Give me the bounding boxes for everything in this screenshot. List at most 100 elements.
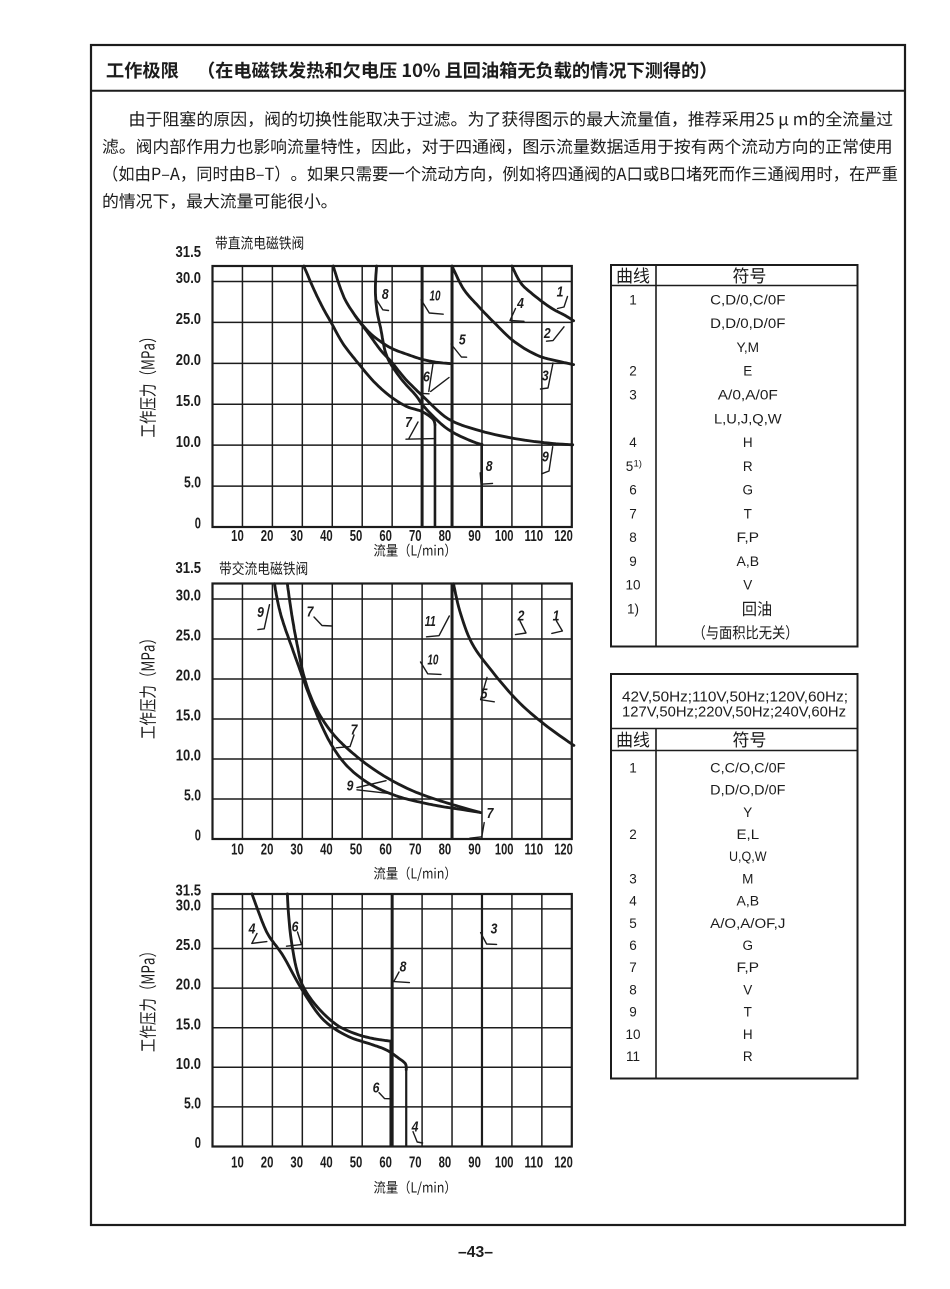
svg-text:8: 8 [629,982,637,997]
svg-text:9: 9 [629,1005,637,1020]
svg-text:60: 60 [379,528,392,545]
svg-text:–43–: –43– [458,1244,493,1261]
svg-text:C,D/0,C/0F: C,D/0,C/0F [710,292,785,307]
svg-text:6: 6 [629,483,637,498]
svg-text:90: 90 [468,1155,481,1172]
svg-text:U,Q,W: U,Q,W [729,849,767,864]
svg-text:5: 5 [459,331,466,348]
svg-text:A/O,A/OF,J: A/O,A/OF,J [710,916,785,931]
svg-text:120: 120 [554,1155,573,1172]
svg-text:100: 100 [495,1155,514,1172]
svg-text:7: 7 [351,721,358,738]
svg-text:R: R [743,459,753,474]
svg-text:A,B: A,B [737,894,760,909]
svg-text:C,C/O,C/0F: C,C/O,C/0F [710,760,785,775]
svg-text:30.0: 30.0 [176,588,201,605]
svg-text:70: 70 [409,1155,422,1172]
svg-text:4: 4 [629,435,637,450]
svg-text:5: 5 [626,459,634,474]
svg-text:120: 120 [554,842,573,859]
svg-text:20: 20 [261,842,274,859]
svg-text:M: M [742,871,753,886]
svg-text:7: 7 [629,506,637,521]
svg-text:100: 100 [495,528,514,545]
svg-text:T: T [744,506,752,521]
svg-text:110: 110 [525,1155,544,1172]
svg-text:90: 90 [468,528,481,545]
svg-text:30.0: 30.0 [176,898,201,915]
svg-text:60: 60 [379,842,392,859]
svg-text:11: 11 [425,613,436,630]
svg-text:11: 11 [626,1049,640,1064]
svg-text:5: 5 [629,916,637,931]
svg-text:25.0: 25.0 [176,311,201,328]
svg-text:E,L: E,L [737,827,760,842]
svg-text:10: 10 [231,528,244,545]
svg-text:3: 3 [629,387,637,402]
svg-text:90: 90 [468,842,481,859]
svg-text:9: 9 [347,777,354,794]
svg-text:6: 6 [373,1079,380,1096]
svg-text:50: 50 [350,528,363,545]
svg-text:1: 1 [629,292,637,307]
svg-text:10.0: 10.0 [176,1056,201,1073]
svg-text:20: 20 [261,528,274,545]
svg-text:31.5: 31.5 [176,244,202,261]
svg-text:50: 50 [350,842,363,859]
svg-text:20: 20 [261,1155,274,1172]
svg-text:20.0: 20.0 [176,977,201,994]
svg-text:5.0: 5.0 [184,788,201,805]
svg-text:10: 10 [231,1155,244,1172]
svg-text:50: 50 [350,1155,363,1172]
svg-text:8: 8 [382,286,389,303]
svg-text:T: T [744,1005,752,1020]
svg-text:30.0: 30.0 [176,270,201,287]
svg-text:40: 40 [320,1155,333,1172]
svg-text:8: 8 [486,458,493,475]
svg-text:80: 80 [439,842,452,859]
svg-text:7: 7 [487,805,494,822]
svg-text:42V,50Hz;110V,50Hz;120V,60Hz;: 42V,50Hz;110V,50Hz;120V,60Hz; [622,690,848,706]
svg-text:2: 2 [517,607,525,624]
svg-text:10: 10 [427,652,438,669]
svg-text:4: 4 [516,295,524,312]
svg-text:1: 1 [629,760,637,775]
svg-text:9: 9 [629,554,637,569]
svg-text:A/0,A/0F: A/0,A/0F [718,387,778,402]
svg-text:8: 8 [400,958,407,975]
svg-text:1): 1) [627,601,639,616]
svg-text:0: 0 [195,828,201,845]
svg-text:100: 100 [495,842,514,859]
svg-text:7: 7 [405,414,412,431]
svg-text:80: 80 [439,528,452,545]
svg-text:25.0: 25.0 [176,628,201,645]
svg-text:Y: Y [743,805,752,820]
svg-text:15.0: 15.0 [176,708,201,725]
svg-text:2: 2 [629,364,637,379]
svg-text:8: 8 [629,530,637,545]
svg-text:120: 120 [554,528,573,545]
svg-text:3: 3 [629,871,637,886]
svg-text:1: 1 [553,607,560,624]
svg-text:3: 3 [542,367,549,384]
svg-text:F,P: F,P [737,960,760,975]
svg-text:31.5: 31.5 [176,560,202,577]
svg-text:V: V [743,982,752,997]
svg-text:30: 30 [290,842,303,859]
svg-text:10: 10 [625,1027,640,1042]
svg-text:70: 70 [409,842,422,859]
svg-text:5: 5 [481,685,488,702]
svg-text:0: 0 [195,1135,201,1152]
svg-text:2: 2 [629,827,637,842]
svg-text:20.0: 20.0 [176,668,201,685]
svg-text:9: 9 [257,604,264,621]
svg-text:9: 9 [542,448,549,465]
svg-text:80: 80 [439,1155,452,1172]
svg-text:70: 70 [409,528,422,545]
svg-text:5.0: 5.0 [184,1096,201,1113]
svg-text:6: 6 [292,918,299,935]
svg-text:Y,M: Y,M [737,340,760,355]
svg-text:30: 30 [290,528,303,545]
svg-text:H: H [743,435,753,450]
svg-text:G: G [743,483,754,498]
